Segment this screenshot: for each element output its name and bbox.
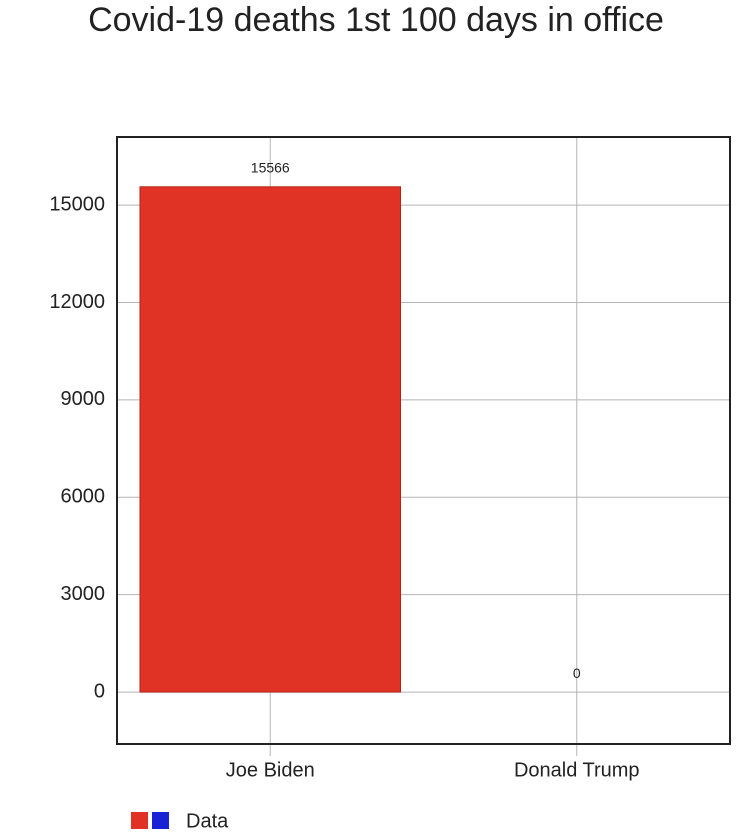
- y-tick-label: 12000: [49, 291, 105, 313]
- x-tick-label: Joe Biden: [226, 759, 315, 781]
- y-tick-label: 0: [94, 680, 105, 702]
- y-tick-label: 6000: [61, 486, 106, 508]
- y-tick-label: 15000: [49, 193, 105, 215]
- y-tick-label: 3000: [61, 583, 106, 605]
- legend-label: Data: [186, 810, 229, 832]
- legend-swatch: [131, 812, 148, 829]
- legend-swatch: [152, 812, 169, 829]
- chart-title: Covid-19 deaths 1st 100 days in office: [88, 1, 664, 39]
- plot-frame: [116, 136, 731, 745]
- bar: [139, 186, 402, 693]
- marks: [139, 186, 402, 693]
- x-tick-label: Donald Trump: [514, 759, 640, 781]
- y-tick-label: 9000: [61, 388, 106, 410]
- data-label: 15566: [251, 159, 290, 175]
- data-label: 0: [573, 665, 581, 681]
